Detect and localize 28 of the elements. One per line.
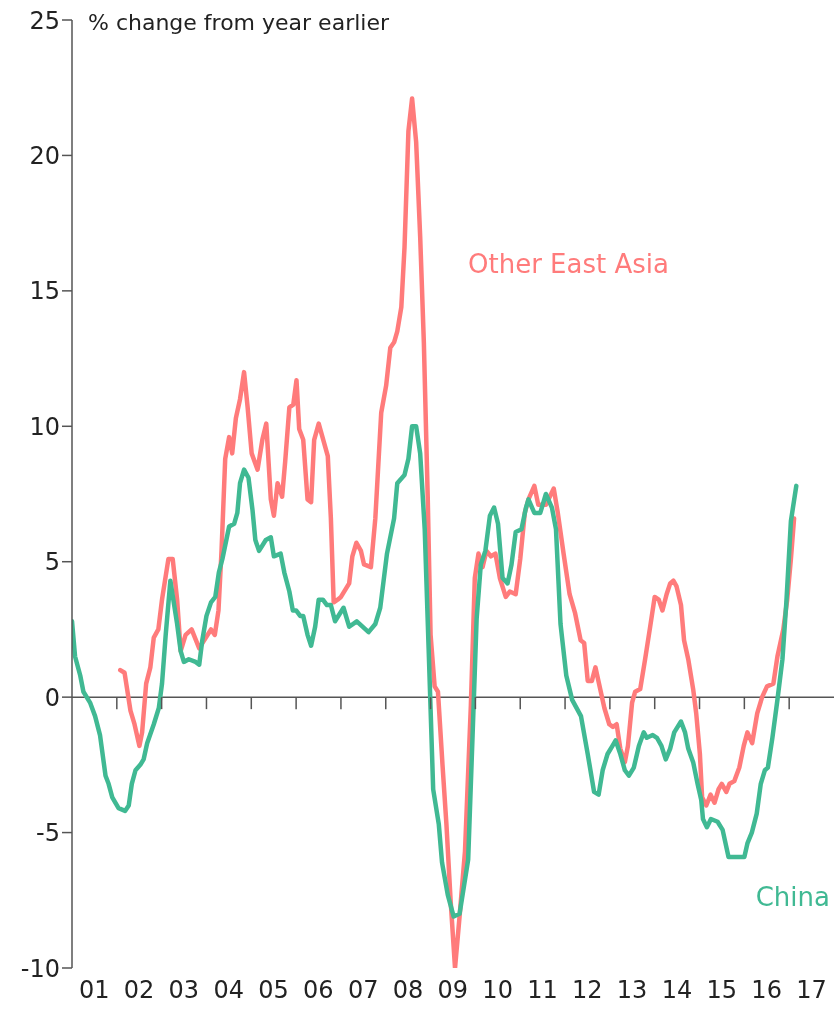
x-tick-label: 17 — [796, 976, 827, 1004]
x-tick-label: 01 — [78, 976, 110, 1004]
y-tick-label: -10 — [20, 954, 60, 983]
x-tick-label: 12 — [572, 976, 603, 1004]
x-tick-label: 13 — [616, 976, 648, 1004]
x-tick-label: 09 — [437, 976, 469, 1004]
x-tick-label: 16 — [751, 976, 782, 1004]
x-tick-label: 07 — [347, 976, 379, 1004]
x-tick-label: 08 — [392, 976, 424, 1004]
x-tick-label: 14 — [661, 976, 693, 1004]
x-tick-label: 11 — [527, 976, 558, 1004]
x-tick-label: 04 — [213, 976, 245, 1004]
y-tick-label: -5 — [36, 819, 60, 848]
series-label: Other East Asia — [468, 249, 669, 279]
y-tick-label: 10 — [29, 412, 60, 441]
x-tick-label: 02 — [123, 976, 155, 1004]
x-tick-label: 10 — [482, 976, 513, 1004]
y-tick-label: 5 — [44, 548, 60, 577]
x-tick-label: 06 — [303, 976, 334, 1004]
y-axis-title: % change from year earlier — [88, 10, 389, 35]
y-tick-label: 20 — [29, 141, 60, 170]
x-tick-label: 05 — [258, 976, 289, 1004]
series-label: China — [755, 882, 830, 912]
y-tick-label: 25 — [29, 6, 60, 35]
y-tick-label: 15 — [29, 277, 60, 306]
y-tick-label: 0 — [44, 683, 60, 712]
x-tick-label: 03 — [168, 976, 200, 1004]
x-tick-label: 15 — [706, 976, 738, 1004]
